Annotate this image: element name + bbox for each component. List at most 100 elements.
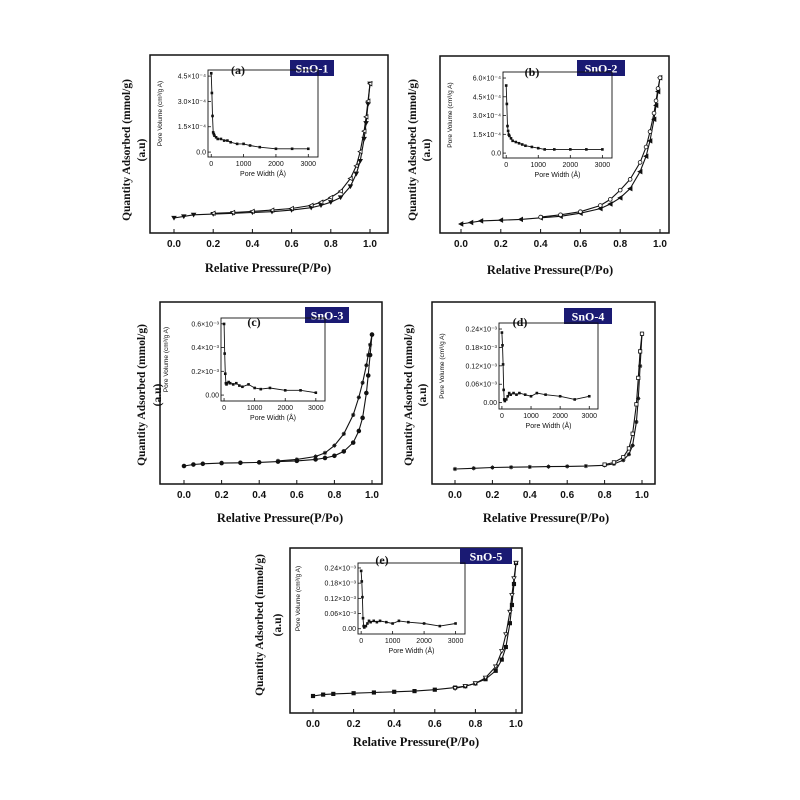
x-axis-label: Relative Pressure(P/Po)	[353, 735, 479, 749]
inset-point	[360, 580, 364, 583]
desorption-point	[369, 332, 375, 337]
desorption-point	[229, 209, 236, 216]
inset-point	[211, 131, 215, 134]
adsorption-point	[499, 657, 504, 662]
x-tick-label: 0.0	[167, 239, 181, 250]
adsorption-point	[181, 463, 187, 469]
desorption-point	[249, 208, 255, 215]
y-axis-label: Quantity Adsorbed (mmol/g)	[136, 324, 148, 466]
inset-point	[523, 393, 527, 396]
inset-point	[259, 387, 263, 391]
inset-point	[375, 620, 379, 624]
inset-x-tick-label: 2000	[277, 405, 293, 412]
inset-point	[228, 381, 232, 385]
adsorption-point	[565, 464, 570, 469]
inset-x-tick-label: 1000	[530, 162, 546, 169]
x-tick-label: 0.8	[327, 490, 341, 501]
adsorption-point	[517, 216, 523, 223]
inset-chart: 0 1000 2000 3000 0.0 1.5×10⁻⁴ 3.0×10⁻⁴ 4.5×10⁻⁴…	[157, 69, 319, 178]
inset-point	[359, 569, 363, 573]
x-tick-label: 1.0	[365, 490, 379, 501]
y-axis-label-unit: (a.u)	[421, 138, 433, 161]
panel-e: 0.0 0.2 0.4 0.6 0.8 1.0 Relative Pressure(P/Po…	[254, 547, 523, 749]
desorption-point	[452, 686, 458, 691]
inset-point	[518, 391, 521, 395]
inset-point	[210, 91, 214, 95]
desorption-line	[213, 83, 371, 214]
inset-point	[366, 622, 369, 625]
desorption-point	[503, 632, 509, 638]
desorption-point	[513, 560, 519, 566]
adsorption-point	[607, 201, 613, 207]
adsorption-point	[356, 428, 362, 434]
plot-frame	[439, 55, 670, 234]
adsorption-point	[651, 116, 657, 123]
desorption-point	[602, 462, 607, 467]
inset-point	[378, 619, 382, 623]
sample-name: SnO-1	[296, 62, 329, 76]
inset-chart: 0 1000 2000 3000 0.00 0.06×10⁻³ 0.12×10⁻³ 0.18×…	[439, 322, 599, 430]
desorption-point	[509, 593, 515, 598]
inset-point	[225, 381, 229, 385]
x-tick-label: 0.8	[613, 239, 627, 250]
desorption-point	[363, 114, 369, 120]
inset-point	[552, 148, 556, 151]
y-axis-label: Quantity Adsorbed (mmol/g)	[121, 79, 133, 221]
inset-point	[514, 140, 518, 144]
desorption-line	[604, 333, 643, 466]
x-tick-label: 0.0	[454, 239, 468, 250]
x-tick-label: 0.0	[448, 490, 462, 501]
plot-frame	[159, 301, 383, 485]
adsorption-point	[341, 449, 347, 454]
inset-line	[360, 570, 456, 629]
inset-x-tick-label: 2000	[563, 162, 579, 169]
inset-point	[524, 144, 527, 148]
inset-point	[253, 386, 256, 390]
inset-point	[274, 147, 278, 151]
inset-y-tick-label: 0.06×10⁻³	[465, 382, 497, 389]
x-tick-label: 1.0	[653, 239, 667, 250]
desorption-point	[357, 148, 363, 155]
adsorption-line	[183, 334, 373, 467]
x-axis-label: Relative Pressure(P/Po)	[217, 511, 343, 525]
inset-x-tick-label: 2000	[552, 413, 568, 420]
inset-point	[226, 139, 229, 142]
inset-point	[372, 619, 376, 623]
desorption-point	[626, 446, 631, 451]
inset-point	[314, 391, 318, 394]
inset-point	[506, 394, 510, 398]
adsorption-point	[477, 218, 484, 224]
inset-axes-box	[502, 71, 613, 159]
inset-line	[223, 323, 316, 394]
x-tick-label: 0.2	[347, 719, 361, 730]
y-axis-label: Quantity Adsorbed (mmol/g)	[407, 79, 419, 221]
inset-point	[558, 394, 562, 398]
inset-x-tick-label: 2000	[268, 161, 284, 168]
desorption-point	[341, 431, 346, 436]
inset-y-tick-label: 0.06×10⁻³	[324, 611, 356, 618]
desorption-point	[366, 352, 371, 358]
inset-point	[242, 142, 245, 146]
inset-x-axis-label: Pore Width (Å)	[526, 421, 572, 430]
inset-point	[502, 398, 506, 401]
inset-point	[517, 141, 521, 145]
desorption-point	[651, 110, 657, 116]
inset-chart: 0 1000 2000 3000 0.00 0.06×10⁻³ 0.12×10⁻³ 0.18×…	[295, 562, 466, 655]
desorption-point	[360, 380, 365, 385]
adsorption-point	[322, 455, 328, 461]
inset-y-axis-label: Pore Volume (cm³/g A)	[163, 327, 170, 392]
desorption-line	[454, 562, 517, 689]
inset-y-tick-label: 0.4×10⁻³	[191, 345, 219, 352]
y-axis-label-unit: (a.u)	[152, 383, 164, 406]
desorption-point	[367, 80, 373, 87]
adsorption-point	[332, 453, 337, 459]
inset-point	[216, 137, 220, 141]
inset-point	[229, 140, 232, 144]
inset-point	[209, 71, 213, 75]
inset-point	[512, 391, 515, 395]
inset-y-axis-label: Pore Volume (cm³/g A)	[439, 333, 446, 398]
x-tick-label: 0.6	[428, 719, 442, 730]
inset-point	[569, 148, 572, 151]
inset-x-tick-label: 3000	[581, 413, 597, 420]
